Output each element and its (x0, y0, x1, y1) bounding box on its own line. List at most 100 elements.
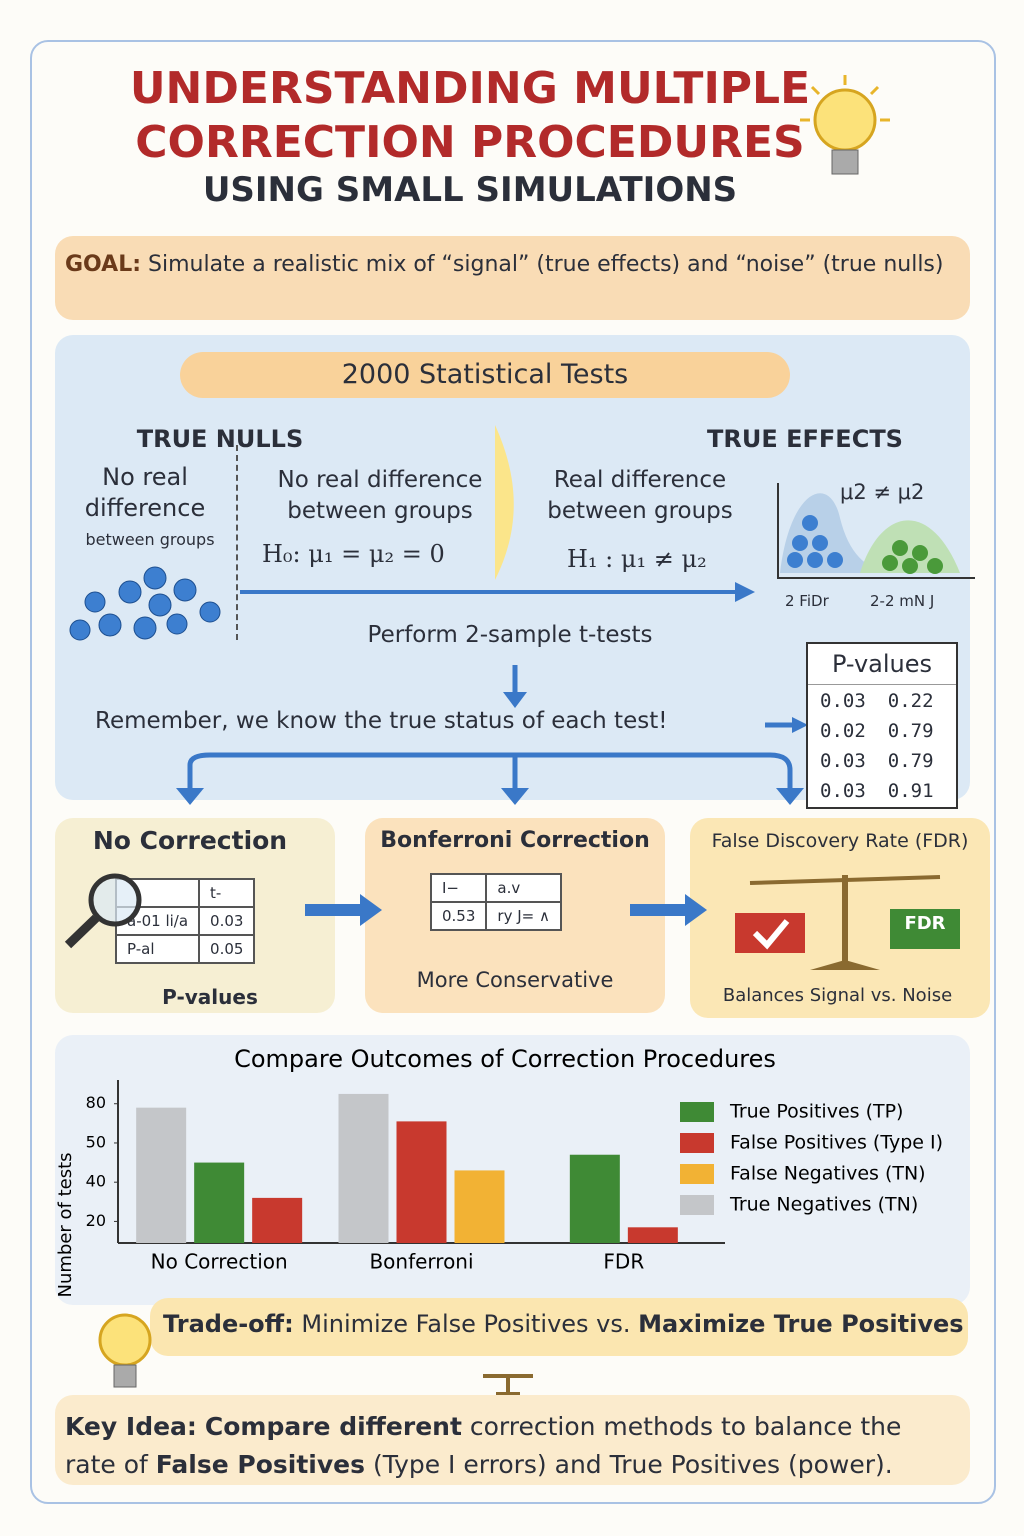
card-caption: P-values (162, 985, 258, 1009)
card-title: Bonferroni Correction (380, 828, 650, 853)
key-idea-panel (55, 1395, 970, 1485)
legend-swatch (680, 1164, 714, 1184)
bar (338, 1093, 389, 1243)
table-cell: I− (429, 873, 488, 903)
tradeoff: Trade-off: Minimize False Positives vs. … (163, 1310, 964, 1338)
x-tick-label: FDR (603, 1250, 644, 1274)
key-idea: Key Idea: Compare different correction m… (65, 1408, 955, 1484)
card-caption: Balances Signal vs. Noise (722, 985, 953, 1006)
bar (396, 1121, 447, 1243)
chart: Compare Outcomes of Correction Procedure… (55, 1045, 943, 1298)
title-line: CORRECTION PROCEDURES (135, 117, 805, 168)
lightbulb-icon (98, 1313, 152, 1388)
tradeoff-text: Minimize False Positives vs. (301, 1310, 631, 1338)
table: 0.03 0.22 0.02 0.79 0.03 0.79 0.03 0.91 (808, 685, 946, 807)
bar (627, 1227, 678, 1243)
lightbulb-icon (800, 75, 890, 175)
table-cell: P-al (114, 934, 201, 964)
table-row: I− a.v (429, 873, 562, 903)
effects-plot (777, 483, 975, 579)
table-cell: 0.05 (198, 934, 256, 964)
table-row: 0.02 0.79 (810, 717, 944, 745)
legend-swatch (680, 1102, 714, 1122)
table-cell: 0.79 (887, 750, 934, 772)
bar (194, 1162, 245, 1243)
y-axis-label: Number of tests (55, 1152, 76, 1297)
text: No real difference between groups (277, 467, 483, 524)
heading: TRUE NULLS (136, 425, 304, 453)
formula: H₀: μ₁ = μ₂ = 0 (262, 540, 445, 568)
table-cell: 0.03 (820, 750, 866, 772)
table-row: 0.03 0.91 (810, 777, 944, 805)
table-cell: a.v (485, 873, 562, 903)
divider (236, 445, 238, 640)
legend-label: True Positives (TP) (729, 1101, 903, 1123)
plot-label: μ2 ≠ μ2 (840, 480, 925, 504)
tradeoff-emphasis: Maximize True Positives (638, 1310, 964, 1338)
key-bold: False Positives (155, 1450, 365, 1479)
legend-label: False Negatives (TN) (730, 1163, 926, 1185)
card-title: No Correction (92, 826, 288, 855)
legend-swatch (680, 1133, 714, 1153)
text: Real difference between groups (547, 467, 733, 524)
mini-table: I− a.v 0.53 ry J= ∧ (429, 873, 562, 931)
scale-icon (483, 1374, 533, 1396)
table-cell: t- (198, 878, 256, 908)
legend-swatch (680, 1195, 714, 1215)
y-tick-label: 80 (86, 1093, 106, 1112)
table-cell: ry J= ∧ (485, 901, 562, 931)
goal: GOAL: Simulate a realistic mix of “signa… (65, 250, 945, 280)
table-row: P-al 0.05 (114, 934, 256, 964)
table-row: 0.03 0.22 (810, 687, 944, 715)
goal-text: Simulate a realistic mix of “signal” (tr… (148, 252, 944, 277)
table-cell: 0.03 (820, 780, 866, 802)
text: between groups (85, 530, 215, 549)
tradeoff-panel (150, 1298, 968, 1356)
key-text: correction methods to balance the rate o… (65, 1412, 902, 1479)
arrows (240, 425, 755, 602)
formula: H₁ : μ₁ ≠ μ₂ (567, 545, 707, 573)
reminder: Remember, we know the true status of eac… (95, 708, 668, 734)
badge: FDR (904, 913, 946, 934)
table-cell: 0.53 (429, 901, 488, 931)
frame (30, 40, 996, 1504)
bar (454, 1170, 505, 1243)
x-tick-label: No Correction (151, 1250, 288, 1274)
card-arrows (305, 894, 707, 926)
table-cell: 0.03 (198, 906, 256, 936)
key-label: Key Idea: (65, 1412, 197, 1441)
table-cell: 0.22 (887, 690, 934, 712)
y-tick-label: 20 (86, 1211, 106, 1230)
pvalue-table: P-values 0.03 0.22 0.02 0.79 0.03 0.79 0.03 0.9… (806, 642, 958, 809)
table-cell: 0.02 (820, 720, 866, 742)
subtitle: USING SMALL SIMULATIONS (202, 170, 738, 210)
card-title: False Discovery Rate (FDR) (711, 830, 969, 852)
key-bold: Compare different (204, 1412, 462, 1441)
bar (136, 1107, 187, 1243)
step: Perform 2-sample t-tests (367, 622, 653, 648)
plot-label: 2 FiDr (785, 592, 829, 610)
table-row: 0.53 ry J= ∧ (429, 901, 562, 931)
heading: TRUE EFFECTS (707, 425, 903, 453)
y-tick-label: 40 (86, 1172, 106, 1191)
table-cell: 0.79 (887, 720, 934, 742)
goal-panel (55, 236, 970, 320)
key-text: (Type I errors) and True Positives (powe… (372, 1450, 893, 1479)
table-row: 0.03 0.79 (810, 747, 944, 775)
legend-label: True Negatives (TN) (729, 1194, 918, 1216)
y-tick-label: 50 (86, 1132, 106, 1151)
card-caption: More Conservative (416, 968, 614, 992)
legend-label: False Positives (Type I) (730, 1132, 943, 1154)
title-line: UNDERSTANDING MULTIPLE (129, 63, 811, 114)
table-cell: 0.91 (887, 780, 934, 802)
chart-title: Compare Outcomes of Correction Procedure… (234, 1045, 776, 1073)
magnifier-icon (64, 873, 142, 949)
table-title: P-values (808, 644, 956, 685)
x-tick-label: Bonferroni (369, 1250, 473, 1274)
goal-label: GOAL: (65, 252, 142, 277)
flow-arrows (176, 665, 808, 805)
table-cell: 0.03 (820, 690, 866, 712)
title: UNDERSTANDING MULTIPLE CORRECTION PROCED… (60, 62, 880, 170)
bar (569, 1154, 620, 1243)
